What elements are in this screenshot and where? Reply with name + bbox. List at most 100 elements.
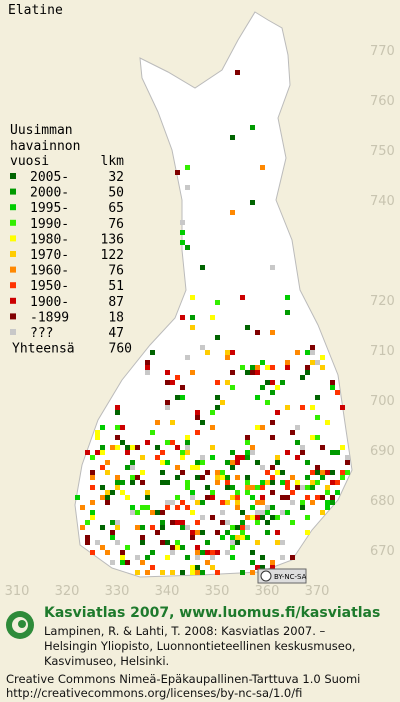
record-square <box>280 380 285 385</box>
record-square <box>245 480 250 485</box>
record-square <box>235 490 240 495</box>
record-square <box>335 490 340 495</box>
record-square <box>225 480 230 485</box>
record-square <box>210 495 215 500</box>
record-square <box>260 360 265 365</box>
record-square <box>195 465 200 470</box>
record-square <box>250 560 255 565</box>
record-square <box>110 535 115 540</box>
record-square <box>240 535 245 540</box>
record-square <box>230 135 235 140</box>
record-square <box>190 535 195 540</box>
legend: Uusimman havainnon vuosi lkm 2005- 32 2000… <box>10 123 132 357</box>
record-square <box>285 495 290 500</box>
record-square <box>190 325 195 330</box>
record-square <box>170 380 175 385</box>
legend-label: 2005- <box>30 170 69 185</box>
record-square <box>250 515 255 520</box>
license: http://creativecommons.org/licenses/by-n… <box>6 686 302 700</box>
record-square <box>210 445 215 450</box>
record-square <box>305 485 310 490</box>
record-square <box>235 475 240 480</box>
record-square <box>225 520 230 525</box>
legend-total-label: Yhteensä <box>12 342 75 357</box>
record-square <box>245 325 250 330</box>
record-square <box>160 460 165 465</box>
legend-count: 65 <box>108 201 124 216</box>
record-square <box>185 505 190 510</box>
record-square <box>140 470 145 475</box>
record-square <box>225 530 230 535</box>
record-square <box>155 420 160 425</box>
record-square <box>185 445 190 450</box>
record-square <box>180 525 185 530</box>
record-square <box>305 530 310 535</box>
record-square <box>230 370 235 375</box>
record-square <box>345 460 350 465</box>
legend-label: 1990- <box>30 217 69 232</box>
record-square <box>235 535 240 540</box>
record-square <box>210 455 215 460</box>
record-square <box>330 495 335 500</box>
record-square <box>295 455 300 460</box>
record-square <box>255 485 260 490</box>
grid-labels: 310 320 330 340 350 360 370 770 760 750 740 720 710 7… <box>5 44 395 599</box>
record-square <box>140 505 145 510</box>
record-square <box>195 550 200 555</box>
record-square <box>230 460 235 465</box>
record-square <box>90 500 95 505</box>
record-square <box>95 435 100 440</box>
record-square <box>270 380 275 385</box>
record-square <box>195 570 200 575</box>
record-square <box>270 365 275 370</box>
record-square <box>175 395 180 400</box>
record-square <box>95 430 100 435</box>
record-square <box>310 435 315 440</box>
citation: Kasvimuseo, Helsinki. <box>44 654 169 668</box>
record-square <box>270 330 275 335</box>
record-square <box>265 380 270 385</box>
record-square <box>245 475 250 480</box>
record-square <box>240 365 245 370</box>
record-square <box>200 570 205 575</box>
record-square <box>315 495 320 500</box>
species-title: Elatine <box>8 3 63 18</box>
record-square <box>270 490 275 495</box>
record-square <box>255 330 260 335</box>
record-square <box>255 460 260 465</box>
record-square <box>250 450 255 455</box>
record-square <box>165 500 170 505</box>
record-square <box>80 505 85 510</box>
record-square <box>140 540 145 545</box>
record-square <box>260 500 265 505</box>
record-square <box>100 485 105 490</box>
record-square <box>210 490 215 495</box>
record-square <box>190 570 195 575</box>
record-square <box>285 405 290 410</box>
record-square <box>205 540 210 545</box>
record-square <box>300 405 305 410</box>
finland-outline <box>74 11 353 578</box>
record-square <box>280 480 285 485</box>
record-square <box>295 350 300 355</box>
record-square <box>255 425 260 430</box>
record-square <box>290 475 295 480</box>
legend-label: 1950- <box>30 279 69 294</box>
record-square <box>280 540 285 545</box>
record-square <box>320 355 325 360</box>
record-square <box>180 520 185 525</box>
record-square <box>185 435 190 440</box>
record-square <box>230 540 235 545</box>
record-square <box>340 405 345 410</box>
record-square <box>105 550 110 555</box>
record-square <box>90 515 95 520</box>
citation: Lampinen, R. & Lahti, T. 2008: Kasviatla… <box>44 624 326 638</box>
record-square <box>245 450 250 455</box>
record-square <box>100 465 105 470</box>
record-square <box>220 510 225 515</box>
record-square <box>155 445 160 450</box>
record-square <box>180 395 185 400</box>
record-square <box>250 570 255 575</box>
legend-swatch <box>10 204 16 211</box>
record-square <box>300 450 305 455</box>
